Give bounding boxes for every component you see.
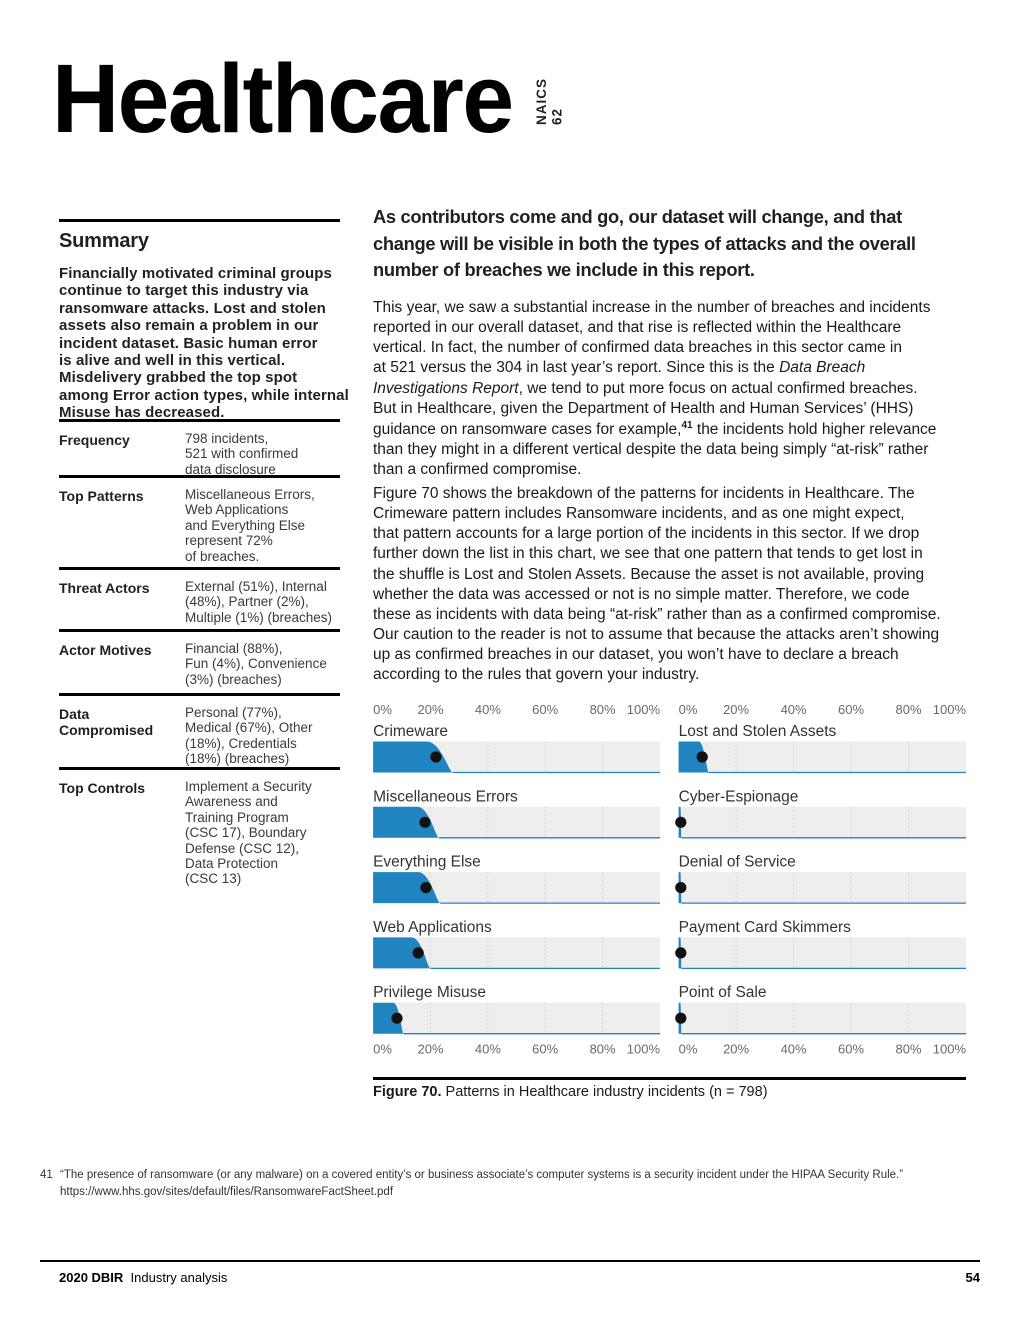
- svg-text:60%: 60%: [838, 1042, 864, 1057]
- svg-text:80%: 80%: [895, 1042, 921, 1057]
- svg-text:Denial of Service: Denial of Service: [679, 854, 796, 871]
- svg-text:100%: 100%: [627, 1042, 661, 1057]
- svg-text:0%: 0%: [679, 702, 698, 717]
- svg-text:40%: 40%: [475, 702, 501, 717]
- svg-text:20%: 20%: [723, 1042, 749, 1057]
- svg-text:40%: 40%: [475, 1042, 501, 1057]
- svg-text:Everything Else: Everything Else: [373, 854, 481, 871]
- svg-text:0%: 0%: [679, 1042, 698, 1057]
- svg-text:Miscellaneous Errors: Miscellaneous Errors: [373, 788, 518, 805]
- svg-text:80%: 80%: [895, 702, 921, 717]
- svg-text:80%: 80%: [590, 1042, 616, 1057]
- svg-text:100%: 100%: [933, 702, 967, 717]
- svg-text:Cyber-Espionage: Cyber-Espionage: [679, 788, 799, 805]
- svg-text:20%: 20%: [417, 702, 443, 717]
- svg-text:Lost and Stolen Assets: Lost and Stolen Assets: [679, 723, 837, 740]
- svg-text:60%: 60%: [532, 1042, 558, 1057]
- svg-text:Point of Sale: Point of Sale: [679, 984, 767, 1001]
- svg-text:100%: 100%: [627, 702, 661, 717]
- svg-text:100%: 100%: [933, 1042, 967, 1057]
- svg-text:40%: 40%: [781, 702, 807, 717]
- svg-text:20%: 20%: [723, 702, 749, 717]
- svg-text:60%: 60%: [532, 702, 558, 717]
- svg-text:80%: 80%: [590, 702, 616, 717]
- svg-text:40%: 40%: [781, 1042, 807, 1057]
- svg-text:0%: 0%: [373, 702, 392, 717]
- svg-text:0%: 0%: [373, 1042, 392, 1057]
- svg-text:20%: 20%: [417, 1042, 443, 1057]
- svg-text:Web Applications: Web Applications: [373, 919, 492, 936]
- svg-text:Crimeware: Crimeware: [373, 723, 448, 740]
- svg-text:Privilege Misuse: Privilege Misuse: [373, 984, 486, 1001]
- svg-text:60%: 60%: [838, 702, 864, 717]
- svg-text:Payment Card Skimmers: Payment Card Skimmers: [679, 919, 852, 936]
